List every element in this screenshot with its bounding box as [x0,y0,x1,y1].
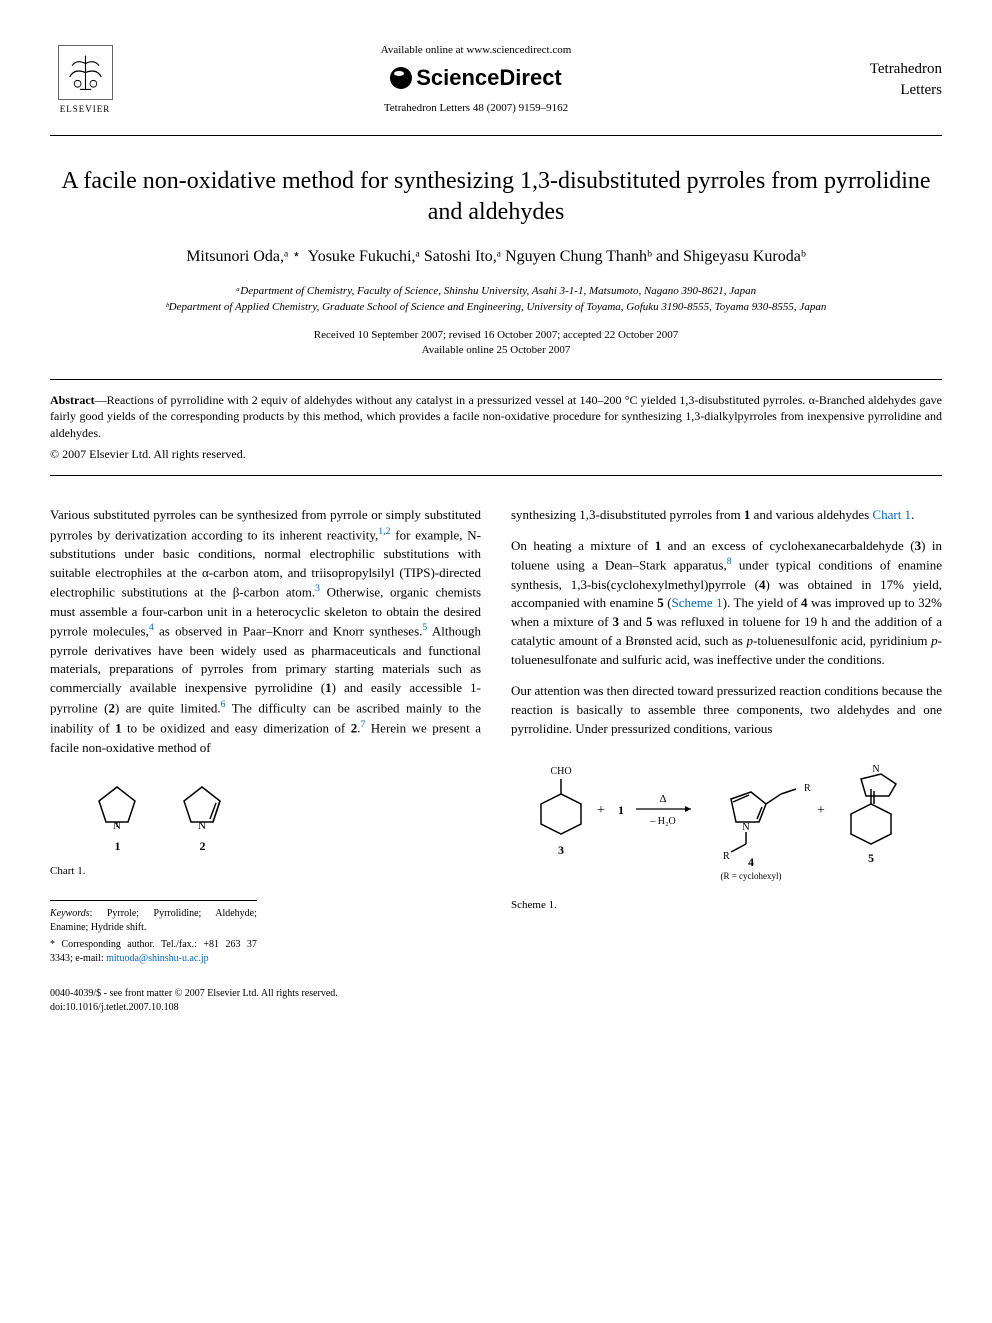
svg-text:– H₂O: – H₂O [649,816,675,827]
authors: Mitsunori Oda,ᵃ﹡ Yosuke Fukuchi,ᵃ Satosh… [50,246,942,268]
footer: 0040-4039/$ - see front matter © 2007 El… [50,987,481,1016]
column-left: Various substituted pyrroles can be synt… [50,506,481,1016]
svg-text:+: + [817,803,825,818]
body-paragraph-4: Our attention was then directed toward p… [511,682,942,739]
svg-text:1: 1 [618,803,624,817]
abstract-divider-top [50,379,942,380]
abstract-divider-bottom [50,475,942,476]
affiliation-a: ᵃDepartment of Chemistry, Faculty of Sci… [50,283,942,300]
available-date: Available online 25 October 2007 [50,343,942,358]
header-bar: ELSEVIER Available online at www.science… [50,40,942,120]
doi-line: doi:10.1016/j.tetlet.2007.10.108 [50,1001,481,1016]
body-paragraph-3: On heating a mixture of 1 and an excess … [511,537,942,670]
sciencedirect-ball-icon [390,67,412,89]
scheme-1-svg: CHO 3 + 1 Δ – H₂O N R R [511,754,931,884]
svg-text:(R = cyclohexyl): (R = cyclohexyl) [720,871,781,881]
header-divider [50,135,942,136]
elsevier-label: ELSEVIER [60,103,111,116]
abstract: Abstract—Reactions of pyrrolidine with 2… [50,392,942,442]
svg-text:R: R [723,851,730,862]
body-columns: Various substituted pyrroles can be synt… [50,506,942,1016]
journal-reference: Tetrahedron Letters 48 (2007) 9159–9162 [120,101,832,116]
chart-1-link[interactable]: Chart 1 [872,507,911,522]
chart-1-figure: N H 1 N 2 Chart 1. [50,777,481,879]
affiliations: ᵃDepartment of Chemistry, Faculty of Sci… [50,283,942,316]
journal-title: Tetrahedron Letters [832,59,942,101]
svg-text:N: N [742,822,749,833]
abstract-copyright: © 2007 Elsevier Ltd. All rights reserved… [50,446,942,463]
affiliation-b: ᵇDepartment of Applied Chemistry, Gradua… [50,299,942,316]
ref-1-2[interactable]: 1,2 [378,526,390,537]
elsevier-tree-icon [58,45,113,100]
structure-pyrrolidine: N H 1 [90,777,145,855]
paper-title: A facile non-oxidative method for synthe… [50,166,942,228]
sciencedirect-logo: ScienceDirect [120,63,832,94]
received-date: Received 10 September 2007; revised 16 O… [50,328,942,343]
footnotes: Keywords: Pyrrole; Pyrrolidine; Aldehyde… [50,900,257,967]
svg-text:N: N [198,820,206,832]
scheme-1-link[interactable]: Scheme 1 [672,595,723,610]
center-header: Available online at www.sciencedirect.co… [120,43,832,117]
issn-line: 0040-4039/$ - see front matter © 2007 El… [50,987,481,1002]
body-paragraph-1: Various substituted pyrroles can be synt… [50,506,481,758]
body-paragraph-2: synthesizing 1,3-disubstituted pyrroles … [511,506,942,525]
svg-text:CHO: CHO [550,766,571,777]
dates: Received 10 September 2007; revised 16 O… [50,328,942,359]
svg-text:R: R [804,783,811,794]
svg-text:Δ: Δ [659,793,666,805]
svg-text:+: + [597,803,605,818]
scheme-1-figure: CHO 3 + 1 Δ – H₂O N R R [511,754,942,914]
abstract-text: —Reactions of pyrrolidine with 2 equiv o… [50,393,942,441]
compound-2-label: 2 [175,838,230,855]
structure-pyrroline: N 2 [175,777,230,855]
email-link[interactable]: mituoda@shinshu-u.ac.jp [106,953,209,964]
svg-text:5: 5 [868,851,874,865]
elsevier-logo: ELSEVIER [50,40,120,120]
chart-1-structures: N H 1 N 2 [90,777,481,855]
chart-1-label: Chart 1. [50,864,481,880]
compound-1-label: 1 [90,838,145,855]
abstract-label: Abstract [50,393,95,407]
keywords-footnote: Keywords: Pyrrole; Pyrrolidine; Aldehyde… [50,907,257,936]
available-online-text: Available online at www.sciencedirect.co… [120,43,832,58]
column-right: synthesizing 1,3-disubstituted pyrroles … [511,506,942,1016]
svg-text:3: 3 [558,843,564,857]
svg-text:4: 4 [748,855,754,869]
svg-text:N: N [872,764,879,775]
scheme-1-label: Scheme 1. [511,898,942,914]
sciencedirect-text: ScienceDirect [416,63,562,94]
svg-text:H: H [114,831,121,832]
corresponding-footnote: * Corresponding author. Tel./fax.: +81 2… [50,938,257,967]
